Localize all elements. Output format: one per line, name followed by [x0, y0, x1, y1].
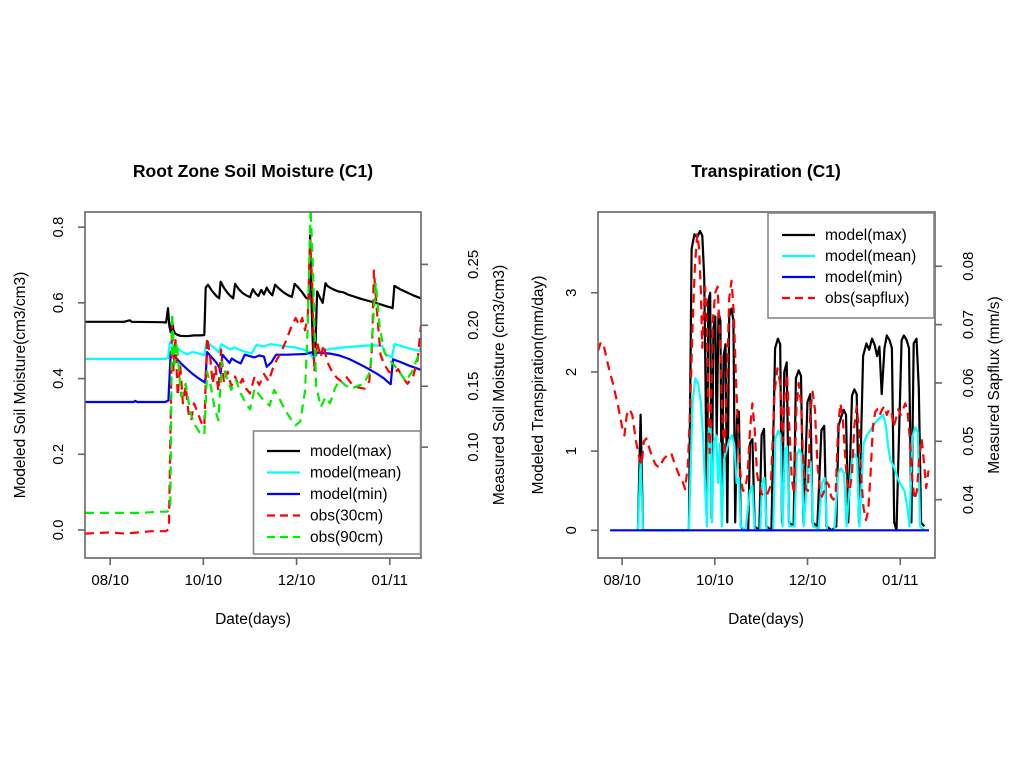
svg-text:0: 0	[563, 526, 580, 534]
svg-text:08/10: 08/10	[91, 572, 129, 589]
svg-text:0.2: 0.2	[50, 444, 67, 465]
chart-title: Transpiration (C1)	[691, 161, 841, 181]
plot-series	[85, 212, 421, 535]
y-axis-left: 0.0 0.2 0.4 0.6 0.8	[50, 217, 85, 541]
legend-label: model(max)	[310, 443, 392, 460]
plot-box	[597, 211, 936, 559]
svg-text:0.08: 0.08	[960, 252, 977, 281]
x-axis: 08/10 10/10 12/10 01/11	[603, 558, 918, 589]
plot-box	[84, 211, 422, 559]
svg-text:12/10: 12/10	[789, 572, 827, 589]
y-axis-left: 0 1 2 3	[563, 289, 598, 534]
svg-text:01/11: 01/11	[882, 572, 918, 589]
y-axis-right: 0.10 0.15 0.20 0.25	[421, 250, 482, 462]
x-axis: 08/10 10/10 12/10 01/11	[91, 558, 408, 589]
svg-text:12/10: 12/10	[278, 572, 316, 589]
x-axis-title: Date(days)	[215, 611, 291, 628]
svg-text:08/10: 08/10	[603, 572, 641, 589]
svg-text:0.25: 0.25	[465, 250, 482, 279]
series-obs-90cm	[85, 212, 421, 514]
y-axis-right: 0.04 0.05 0.06 0.07 0.08	[935, 252, 977, 514]
svg-text:0.10: 0.10	[465, 433, 482, 462]
svg-text:10/10: 10/10	[696, 572, 734, 589]
legend-label: model(mean)	[310, 465, 401, 482]
plot-series	[598, 229, 930, 532]
y-axis-title-right: Measured Soil Moisture (cm3/cm3)	[491, 265, 508, 505]
svg-text:0.07: 0.07	[960, 310, 977, 339]
soil-moisture-chart: 08/10 10/10 12/10 01/110.00.20.40.60.80.100…	[12, 161, 508, 628]
svg-text:10/10: 10/10	[185, 572, 223, 589]
svg-text:01/11: 01/11	[372, 572, 408, 589]
svg-text:0.4: 0.4	[50, 368, 67, 389]
series-obs-sapflux	[598, 233, 930, 522]
chart-title: Root Zone Soil Moisture (C1)	[133, 161, 373, 181]
legend-label: obs(sapflux)	[825, 290, 909, 307]
svg-text:0.20: 0.20	[465, 311, 482, 340]
svg-text:3: 3	[563, 289, 580, 297]
legend: model(max) model(mean) model(min) obs(sapfl…	[767, 212, 935, 319]
svg-text:1: 1	[563, 447, 580, 455]
y-axis-title-left: Modeled Soil Moisture(cm3/cm3)	[12, 272, 29, 499]
svg-text:0.04: 0.04	[960, 485, 977, 514]
legend-label: obs(90cm)	[310, 529, 383, 546]
svg-text:0.0: 0.0	[50, 520, 67, 541]
svg-text:2: 2	[563, 368, 580, 376]
y-axis-title-right: Measured Sapflux (mm/s)	[986, 296, 1003, 473]
legend-label: model(mean)	[825, 248, 916, 265]
series-model-max	[85, 234, 421, 359]
legend-label: model(min)	[825, 269, 903, 286]
series-model-min	[85, 351, 421, 404]
svg-text:0.06: 0.06	[960, 368, 977, 397]
y-axis-title-left: Modeled Transpiration(mm/day)	[530, 276, 547, 495]
transpiration-chart: 08/10 10/10 12/10 01/11 0 1 2 3 0.04 0.05 0.06 0.07…	[530, 161, 1003, 628]
legend-box	[767, 212, 935, 319]
legend: model(max) model(mean) model(min) obs(30cm)…	[252, 430, 422, 555]
x-axis-title: Date(days)	[728, 611, 804, 628]
svg-text:0.15: 0.15	[465, 372, 482, 401]
svg-text:0.6: 0.6	[50, 292, 67, 313]
series-model-max	[636, 229, 926, 532]
legend-label: model(min)	[310, 486, 388, 503]
svg-text:0.8: 0.8	[50, 217, 67, 238]
legend-box	[252, 430, 422, 555]
legend-label: obs(30cm)	[310, 508, 383, 525]
legend-label: model(max)	[825, 227, 907, 244]
svg-text:0.05: 0.05	[960, 427, 977, 456]
series-model-mean	[636, 377, 926, 532]
